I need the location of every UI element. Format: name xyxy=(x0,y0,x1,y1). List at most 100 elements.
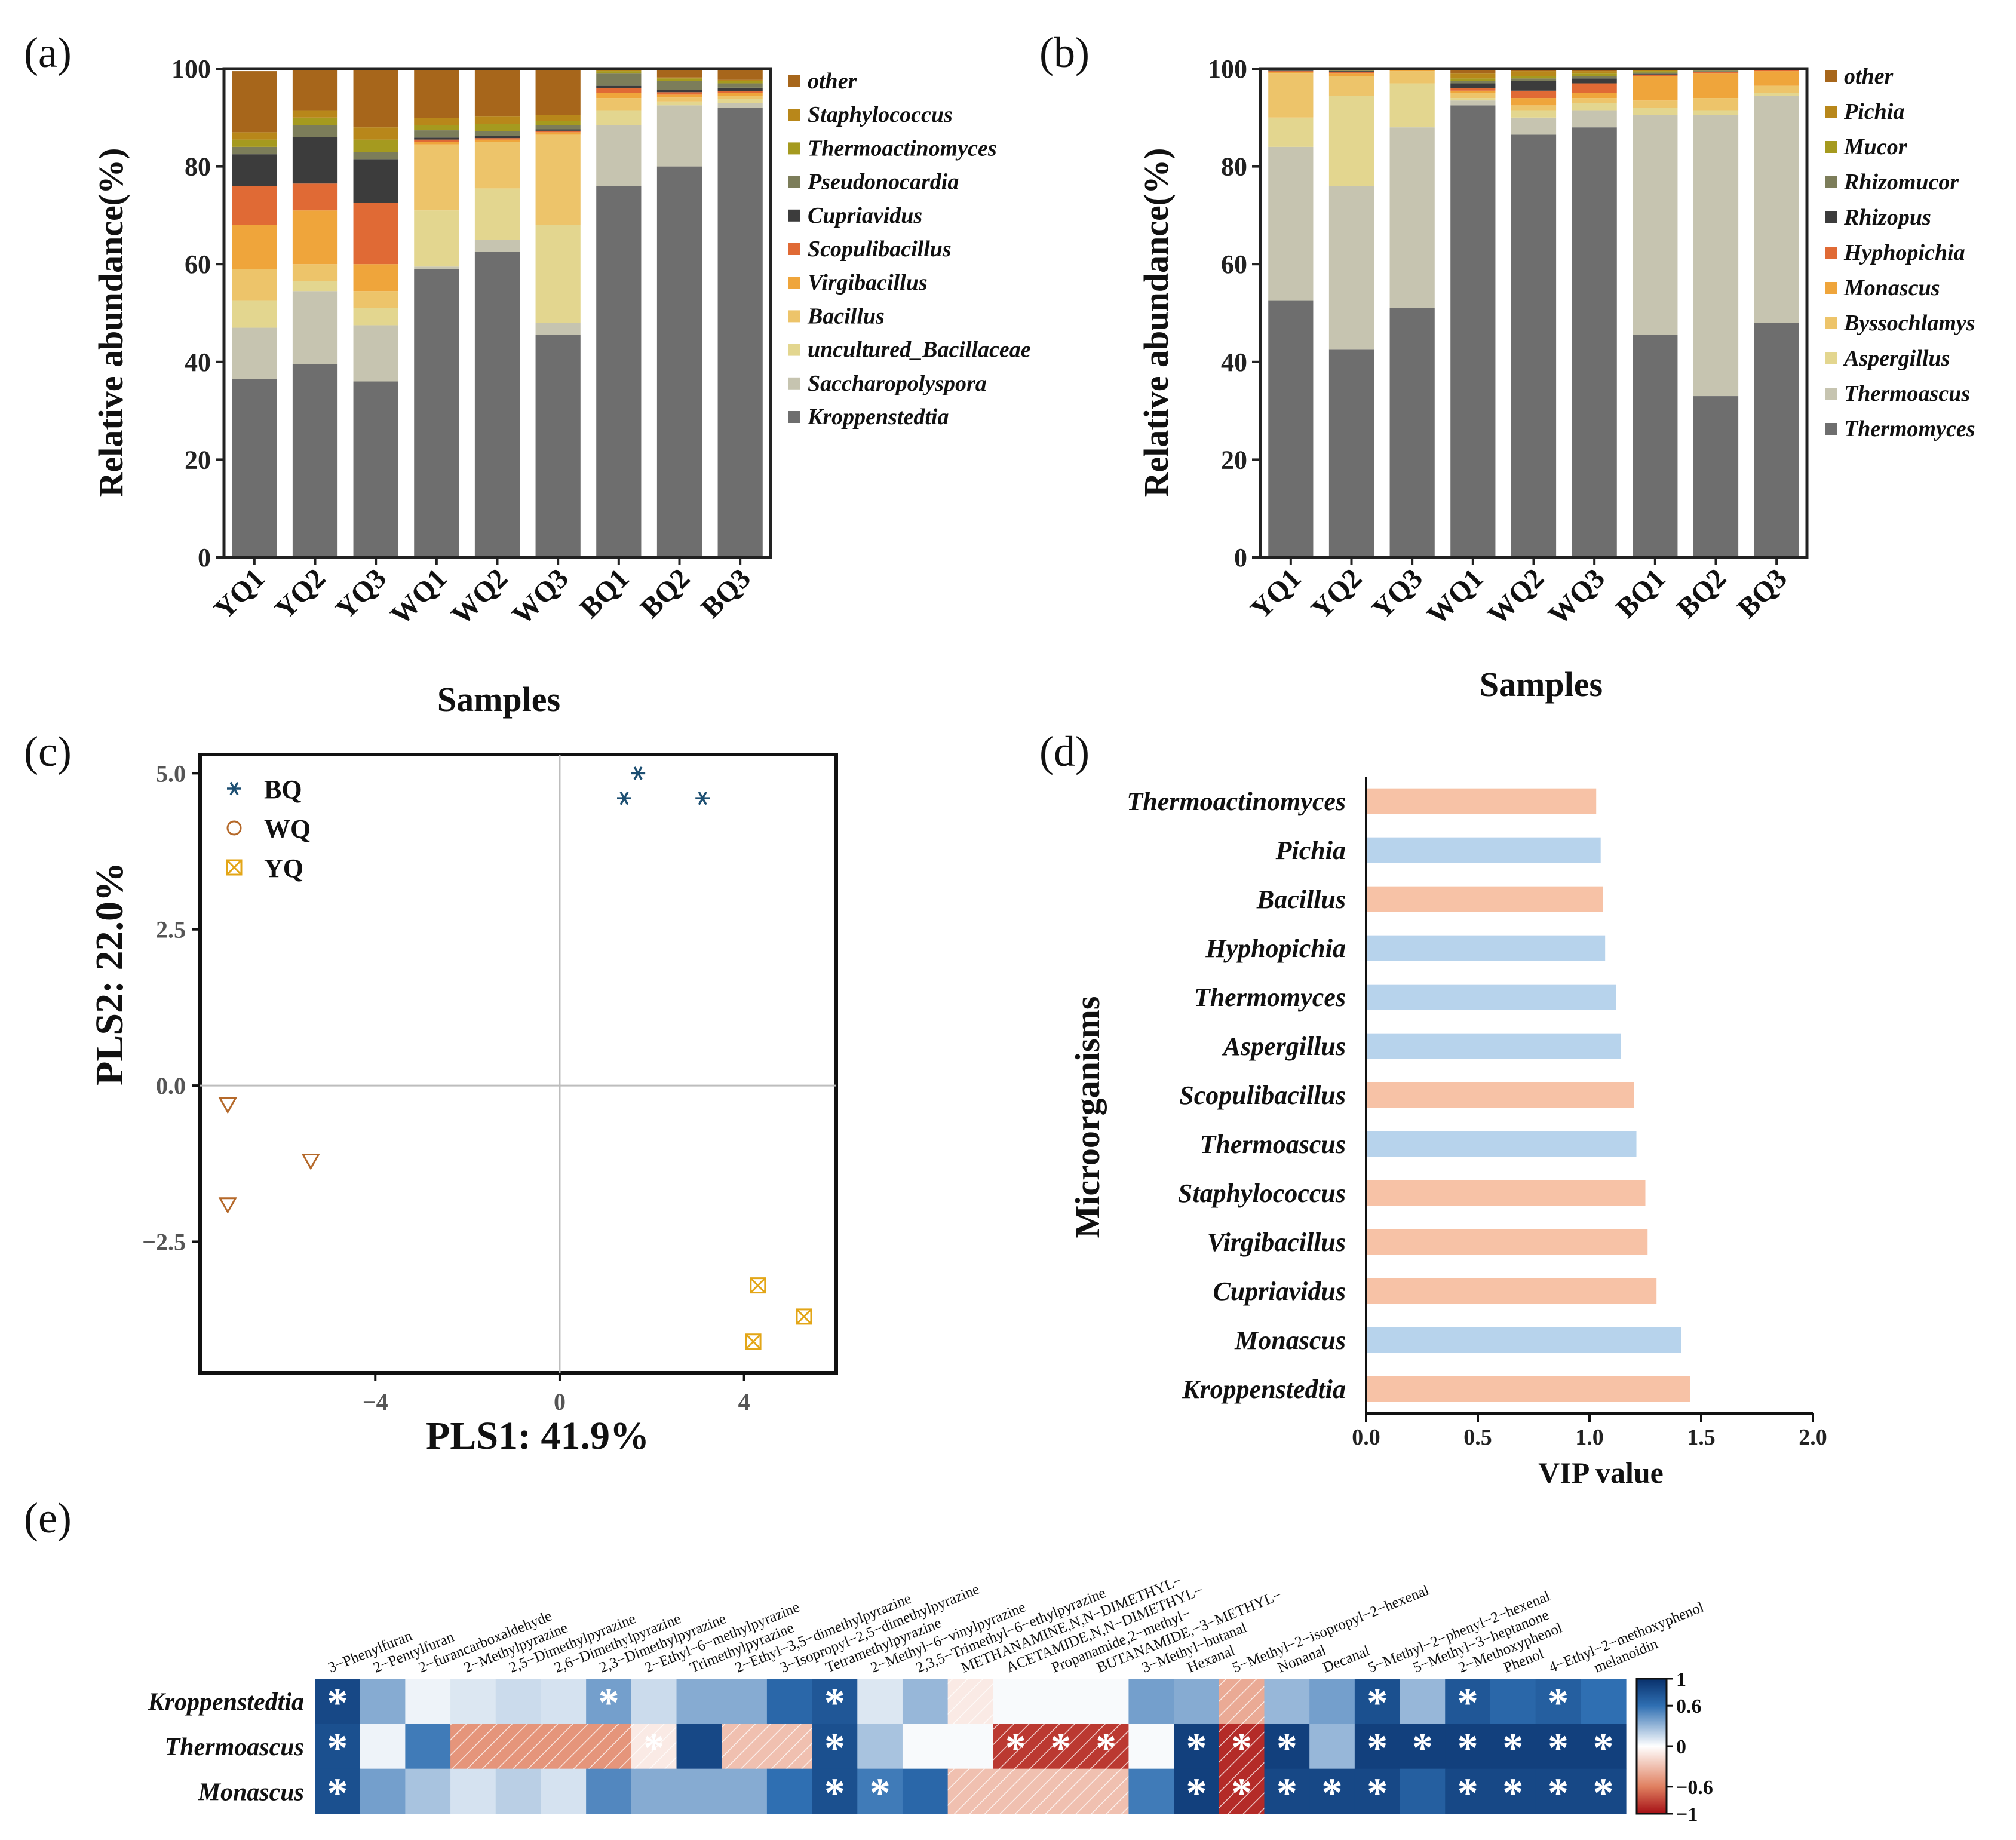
heatmap-cell xyxy=(1400,1679,1446,1724)
heatmap-cell: * xyxy=(1083,1724,1130,1771)
bar-yq3-virgibacillus xyxy=(353,264,398,292)
significance-star: * xyxy=(327,1770,348,1816)
heatmap-cell xyxy=(722,1724,768,1770)
bar-wq1-thermoascus xyxy=(1450,100,1496,106)
bar-yq2-other xyxy=(292,69,338,111)
vip-label-scopulibacillus: Scopulibacillus xyxy=(1179,1081,1346,1110)
bar-yq3-bacillus xyxy=(353,291,398,308)
y-tick-label: 100 xyxy=(1208,54,1247,84)
bar-yq2-bacillus xyxy=(292,264,338,281)
vip-label-staphylococcus: Staphylococcus xyxy=(1178,1179,1346,1208)
bar-bq1-bacillus xyxy=(596,98,642,111)
point-bq xyxy=(631,766,646,780)
cell-fill xyxy=(1264,1768,1310,1814)
bar-wq2-pseudonocardia xyxy=(474,131,520,136)
bar-bq2-thermoactinomyces xyxy=(656,78,702,81)
cell-fill xyxy=(315,1768,361,1814)
cell-fill xyxy=(405,1679,451,1724)
cell-fill xyxy=(1128,1768,1174,1814)
bar-bq1-mucor xyxy=(1633,71,1678,73)
heatmap-cell: * xyxy=(1535,1679,1581,1726)
bar-wq1-virgibacillus xyxy=(414,142,459,145)
legend-marker-yq xyxy=(226,859,243,876)
heatmap-cell: * xyxy=(1535,1768,1581,1816)
bar-yq1-thermoactinomyces xyxy=(232,139,277,147)
bar-wq3-kroppenstedtia xyxy=(535,335,581,557)
significance-star: * xyxy=(824,1680,845,1726)
y-tick-label: 20 xyxy=(185,445,211,474)
vip-label-thermoascus: Thermoascus xyxy=(1200,1130,1346,1159)
significance-star: * xyxy=(1277,1770,1297,1816)
x-tick-label: −4 xyxy=(363,1388,388,1415)
bar-wq3-scopulibacillus xyxy=(535,130,581,133)
x-tick-label: 4 xyxy=(738,1388,750,1415)
cell-fill xyxy=(766,1768,813,1814)
cell-negative-hatch xyxy=(947,1679,993,1724)
bar-bq2-staphylococcus xyxy=(656,77,702,79)
bar-wq3-pichia xyxy=(1572,71,1617,74)
cell-fill xyxy=(857,1679,903,1724)
heatmap-cell xyxy=(676,1768,722,1814)
heatmap-cell xyxy=(541,1724,587,1770)
bar-wq2-aspergillus xyxy=(1511,110,1557,118)
x-category-label: YQ2 xyxy=(1305,562,1368,625)
x-category-label: WQ3 xyxy=(506,562,575,631)
cell-fill xyxy=(722,1679,768,1724)
row-label-monascus: Monascus xyxy=(198,1778,304,1806)
vip-bar-scopulibacillus xyxy=(1366,1082,1634,1108)
panel-c-x-axis-label: PLS1: 41.9% xyxy=(426,1414,649,1458)
panel-label-a: (a) xyxy=(24,29,72,76)
cell-fill xyxy=(1445,1724,1491,1770)
panel-c-zero-lines xyxy=(200,755,836,1373)
x-category-label: WQ1 xyxy=(385,562,453,631)
significance-star: * xyxy=(1096,1725,1116,1771)
significance-star: * xyxy=(1457,1725,1478,1771)
legend-label-hyphopichia: Hyphopichia xyxy=(1843,240,1965,265)
cell-fill xyxy=(1490,1724,1536,1770)
heatmap-cell xyxy=(360,1679,406,1724)
legend-label-pichia: Pichia xyxy=(1843,99,1904,124)
cell-negative-hatch xyxy=(1038,1768,1084,1814)
bar-wq2-virgibacillus xyxy=(474,139,520,142)
x-category-label: WQ1 xyxy=(1421,562,1490,631)
significance-star: * xyxy=(1502,1725,1523,1771)
cell-negative-hatch xyxy=(586,1724,632,1770)
colorbar-tick-label: −1 xyxy=(1676,1804,1698,1826)
heatmap-cell: * xyxy=(1264,1724,1310,1771)
bar-yq1-thermoascus xyxy=(1268,146,1314,301)
significance-star: * xyxy=(1231,1770,1252,1816)
cell-fill xyxy=(676,1679,722,1724)
bar-wq1-thermomyces xyxy=(1450,105,1496,558)
bar-bq2-other xyxy=(656,69,702,78)
cell-fill xyxy=(857,1724,903,1770)
bar-bq3-other xyxy=(717,69,763,80)
cell-fill xyxy=(1445,1768,1491,1814)
bar-bq1-kroppenstedtia xyxy=(596,186,642,557)
bar-wq1-hyphopichia xyxy=(1450,88,1496,91)
panel-b-y-axis-label: Relative abundance(%) xyxy=(1137,148,1176,498)
bar-yq2-rhizopus xyxy=(1328,71,1374,72)
cell-fill xyxy=(586,1679,632,1724)
bar-bq1-thermoascus xyxy=(1633,115,1678,335)
bar-wq2-saccharopolyspora xyxy=(474,240,520,252)
legend-label-byssochlamys: Byssochlamys xyxy=(1843,311,1975,336)
legend-label-yq: YQ xyxy=(264,854,303,883)
cell-negative-hatch xyxy=(1219,1679,1265,1724)
bar-wq3-staphylococcus xyxy=(535,115,581,121)
cell-fill xyxy=(722,1768,768,1814)
panel-label-d: (d) xyxy=(1039,728,1090,775)
bar-wq1-byssochlamys xyxy=(1450,93,1496,99)
bar-yq1-thermomyces xyxy=(1268,300,1314,557)
cell-fill xyxy=(1174,1679,1220,1724)
bar-yq3-thermoascus xyxy=(1389,127,1435,308)
panel-d: (d) Thermoactinomyces Pichia Bacillus Hypho… xyxy=(1039,728,1827,1489)
x-category-label: BQ3 xyxy=(1731,562,1793,624)
x-category-label: YQ3 xyxy=(1366,562,1429,625)
x-category-label: BQ1 xyxy=(573,562,635,624)
bar-yq2-thermoascus xyxy=(1328,186,1374,350)
cell-fill xyxy=(1128,1724,1174,1770)
bar-yq2-aspergillus xyxy=(1328,95,1374,186)
